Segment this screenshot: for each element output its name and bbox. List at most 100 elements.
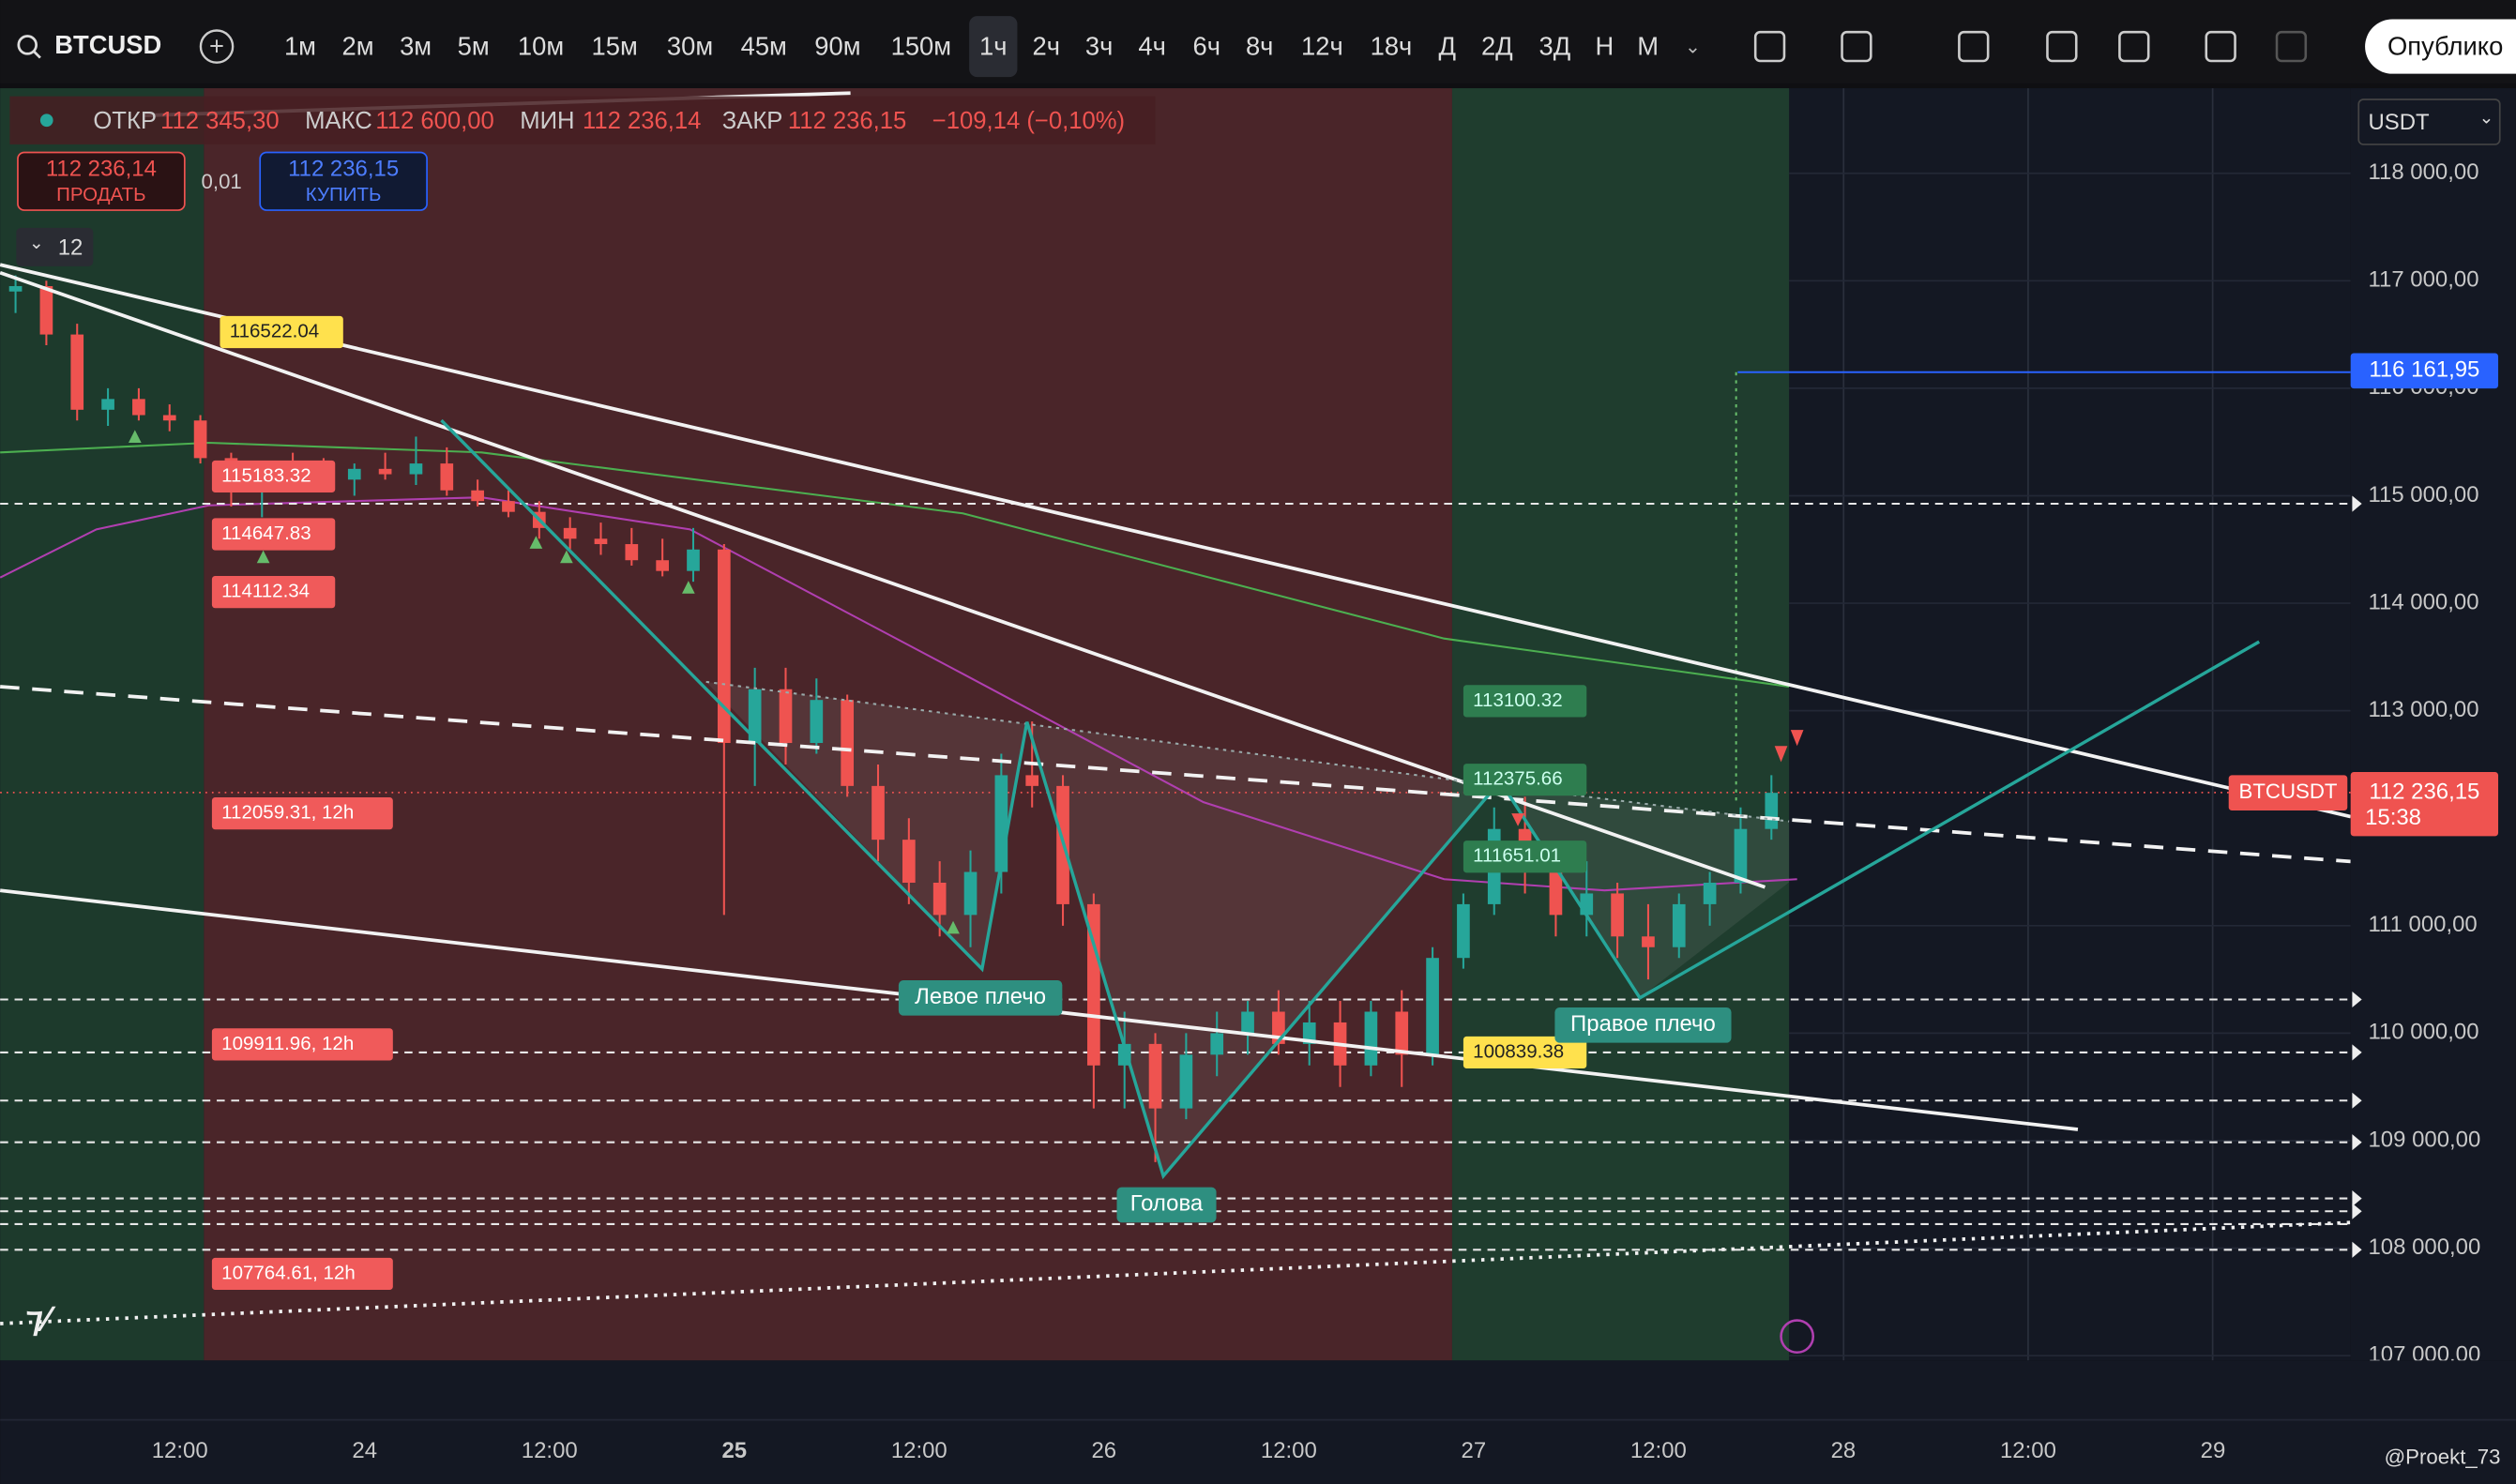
interval-button[interactable]: 12ч (1301, 32, 1343, 61)
active-interval (969, 16, 1018, 78)
buy-label[interactable]: КУПИТЬ (306, 184, 382, 205)
symbol[interactable]: BTCUSD (54, 30, 161, 59)
interval-button[interactable]: 1ч (979, 32, 1007, 61)
interval-button[interactable]: Д (1439, 32, 1457, 61)
interval-button[interactable]: 5м (458, 32, 490, 61)
candle-body (8, 286, 23, 292)
interval-button[interactable]: 45м (741, 32, 787, 61)
candle-body (1426, 958, 1439, 1055)
event-icon (1780, 1319, 1815, 1355)
tool-icon[interactable] (1841, 30, 1872, 63)
interval-button[interactable]: 3м (400, 32, 432, 61)
tool-icon[interactable] (1753, 30, 1786, 63)
interval-button[interactable]: 6ч (1193, 32, 1220, 61)
sell-price[interactable]: 112 236,14 (46, 157, 157, 182)
signal-markers (1511, 730, 1804, 826)
pattern-line (440, 418, 2261, 1180)
interval-button[interactable]: Н (1596, 32, 1614, 61)
level-label: 113100.32 (1473, 689, 1562, 711)
level-label-bg (1463, 840, 1587, 873)
indicators-count[interactable]: 12 (58, 235, 83, 260)
chart-area: ОТКР 112 345,30 МАКС 112 600,00 МИН 112 236,1… (0, 88, 2352, 1361)
pattern-label: Правое плечо (1570, 1011, 1716, 1037)
tool-icon[interactable] (2205, 30, 2236, 63)
sell-button[interactable] (17, 151, 186, 211)
level-label-bg (211, 1257, 393, 1291)
interval-button[interactable]: 4ч (1138, 32, 1165, 61)
time-tick-label: 12:00 (891, 1438, 947, 1463)
add-symbol[interactable] (199, 29, 235, 64)
interval-button[interactable]: 3ч (1085, 32, 1113, 61)
candle-body (687, 549, 700, 571)
candle-body (70, 334, 84, 410)
sell-label[interactable]: ПРОДАТЬ (56, 184, 145, 205)
price-tick-label: 109 000,00 (2369, 1127, 2481, 1152)
interval-button[interactable]: 2м (342, 32, 374, 61)
level-label: 109911.96, 12h (221, 1033, 354, 1054)
interval-button[interactable]: 2Д (1481, 32, 1513, 61)
candle-body (409, 463, 423, 475)
buy-button[interactable] (259, 151, 428, 211)
interval-button[interactable]: М (1637, 32, 1659, 61)
tool-icon[interactable] (2046, 30, 2078, 63)
level-arrow (2352, 1190, 2362, 1207)
alert-price: 116 161,95 (2369, 357, 2479, 383)
level-label-bg (211, 1028, 393, 1061)
candle-body (717, 549, 731, 744)
candle-body (1672, 903, 1686, 947)
search-icon (33, 50, 41, 59)
candle-body (1302, 1022, 1316, 1044)
interval-button[interactable]: 15м (592, 32, 638, 61)
interval-button[interactable]: 8ч (1246, 32, 1273, 61)
buy-price[interactable]: 112 236,15 (288, 157, 399, 182)
candle-body (1642, 936, 1655, 947)
tool-icon[interactable] (2275, 30, 2308, 63)
level-arrow (2352, 991, 2362, 1008)
publish-button[interactable] (2365, 19, 2516, 74)
candle-body (440, 463, 454, 491)
candle-body (1148, 1043, 1162, 1109)
price-tick-label: 118 000,00 (2369, 159, 2479, 185)
status-dot (39, 114, 53, 128)
level-label-bg (1463, 685, 1587, 718)
price-tick-label: 113 000,00 (2369, 697, 2479, 722)
candle-body (1210, 1033, 1224, 1055)
candle-body (656, 560, 669, 571)
add-symbol: + (209, 32, 224, 61)
level-label: 116522.04 (230, 320, 319, 341)
legend-high-label: МАКС (305, 108, 372, 134)
price-tick-label: 115 000,00 (2369, 482, 2479, 507)
interval-button[interactable]: 18ч (1371, 32, 1413, 61)
interval-button[interactable]: 2ч (1033, 32, 1060, 61)
legend-low: 112 236,14 (583, 108, 701, 134)
candle-body (1765, 793, 1779, 829)
interval-button[interactable]: 10м (518, 32, 564, 61)
interval-button[interactable]: 1м (284, 32, 316, 61)
interval-button[interactable]: 3Д (1539, 32, 1571, 61)
pattern-label-bg (1554, 1007, 1732, 1043)
level-arrow (2352, 1134, 2362, 1151)
legend-close: 112 236,15 (788, 108, 906, 134)
price-tick-label: 117 000,00 (2369, 267, 2479, 293)
pattern-label-bg (898, 979, 1063, 1016)
interval-button[interactable]: 30м (667, 32, 713, 61)
candle-body (1734, 828, 1748, 883)
quantity[interactable]: 0,01 (202, 170, 242, 193)
level-arrow (2352, 1241, 2362, 1258)
indicators-toggle[interactable] (16, 227, 94, 266)
alert-price-tag (2350, 353, 2499, 389)
interval-button[interactable]: 90м (814, 32, 860, 61)
interval-button[interactable]: 150м (891, 32, 951, 61)
tool-icon[interactable] (1958, 30, 1990, 63)
price-axis (2350, 88, 2516, 1361)
currency[interactable]: USDT (2369, 110, 2431, 135)
time-tick-label: 25 (721, 1438, 747, 1463)
publish-button-label[interactable]: Опублико (2387, 32, 2503, 61)
legend-bg (9, 96, 1156, 144)
tool-icon[interactable] (2118, 30, 2150, 63)
time-tick-label: 29 (2201, 1438, 2226, 1463)
time-tick-label: 12:00 (522, 1438, 578, 1463)
candle-body (841, 700, 855, 786)
interval-dropdown[interactable]: ⌄ (1685, 37, 1701, 58)
currency-select[interactable] (2357, 98, 2501, 145)
